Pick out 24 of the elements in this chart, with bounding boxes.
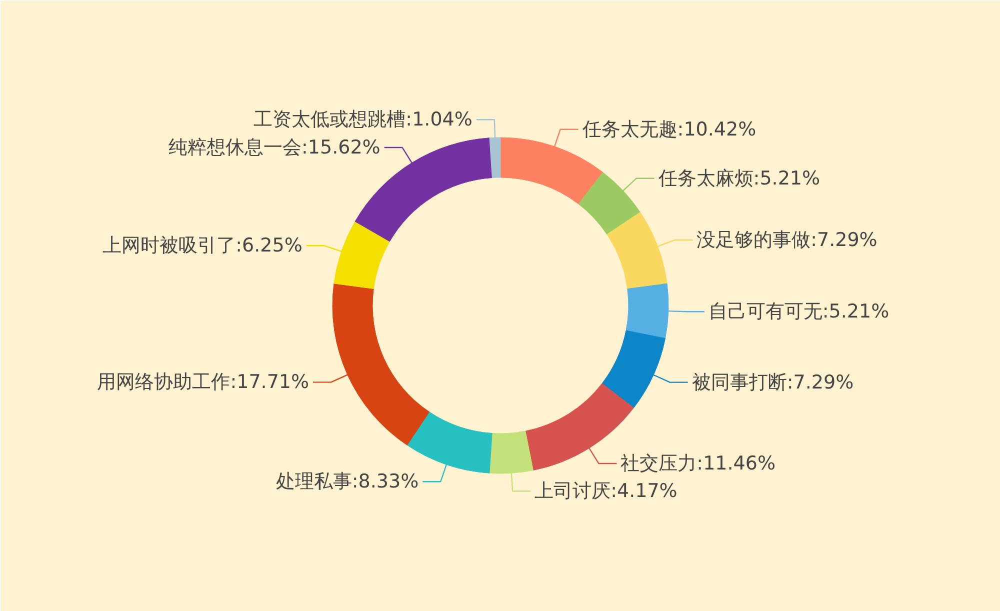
slice-label: 处理私事 xyxy=(276,470,352,493)
slice-label: 任务太无趣 xyxy=(581,118,678,140)
slice-label: 自己可有可无 xyxy=(708,300,822,323)
data-label: :15.62% xyxy=(301,136,380,159)
data-label: :4.17% xyxy=(610,480,678,502)
slice-label: 没足够的事做 xyxy=(696,229,811,252)
slice-label: 用网络协助工作 xyxy=(97,371,230,394)
data-label: :6.25% xyxy=(236,234,302,257)
data-label: :5.21% xyxy=(753,167,820,190)
slice-label: 任务太麻烦 xyxy=(657,167,754,190)
slice-label: 被同事打断 xyxy=(692,371,787,394)
data-label: :7.29% xyxy=(786,371,854,394)
data-label: :7.29% xyxy=(810,229,878,252)
data-label: :11.46% xyxy=(696,452,776,474)
data-label: :1.04% xyxy=(406,108,472,131)
slice-label: 工资太低或想跳槽 xyxy=(254,108,406,131)
data-label: :8.33% xyxy=(352,470,419,493)
data-label: :5.21% xyxy=(822,300,890,323)
data-label: :10.42% xyxy=(677,118,756,140)
slice-label: 上司讨厌 xyxy=(534,480,611,502)
slice-label: 纯粹想休息一会 xyxy=(168,136,302,159)
data-label: :17.71% xyxy=(230,371,310,394)
slice-label: 上网时被吸引了 xyxy=(102,234,236,257)
slice-label: 社交压力 xyxy=(620,452,697,474)
